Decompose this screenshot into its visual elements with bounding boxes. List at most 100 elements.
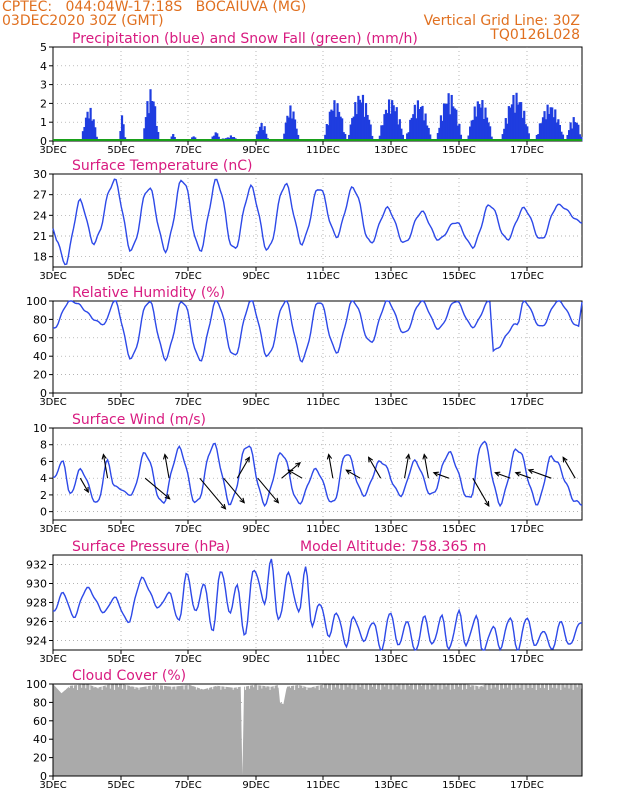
panel-frame-top xyxy=(52,683,583,777)
precip-bar xyxy=(561,134,565,141)
precip-bar xyxy=(292,111,295,141)
precip-bar xyxy=(327,125,330,141)
precip-bar xyxy=(401,134,404,141)
x-tick-label: 13DEC xyxy=(374,397,408,408)
precip-bar xyxy=(324,134,327,141)
precip-bar xyxy=(473,106,476,141)
y-tick-label: 40 xyxy=(33,350,47,363)
wind-arrow xyxy=(102,454,109,479)
precip-bar xyxy=(260,122,263,141)
x-tick-label: 11DEC xyxy=(306,145,340,156)
series-line-3 xyxy=(52,440,583,508)
panel-title: Surface Pressure (hPa) xyxy=(72,539,230,555)
precip-bar xyxy=(394,111,397,141)
y-tick-label: 60 xyxy=(33,715,47,728)
y-tick-label: 40 xyxy=(33,733,47,746)
wind-arrow-head xyxy=(244,456,250,463)
precip-bar xyxy=(120,115,124,141)
wind-arrow xyxy=(495,472,511,479)
y-tick-label: 0 xyxy=(40,506,47,519)
precip-bar xyxy=(173,136,176,141)
x-tick-label: 9DEC xyxy=(242,654,269,665)
precip-bar xyxy=(469,126,472,141)
precip-bar xyxy=(147,113,151,141)
precip-bar xyxy=(342,132,345,141)
precip-bar xyxy=(578,134,581,141)
precip-bar xyxy=(540,123,543,141)
precip-bar xyxy=(422,120,426,141)
panel-frame-0 xyxy=(52,46,583,142)
precip-bar xyxy=(349,124,352,141)
y-tick-label: 18 xyxy=(33,251,47,264)
precip-bar xyxy=(412,114,415,141)
x-tick-label: 9DEC xyxy=(242,524,269,535)
wind-arrow-head xyxy=(162,453,169,460)
precip-bar xyxy=(380,125,383,141)
wind-arrow-head xyxy=(368,456,374,463)
precip-bar xyxy=(566,134,569,141)
precip-bar xyxy=(478,104,481,141)
wind-arrow xyxy=(472,477,490,507)
y-tick-label: 20 xyxy=(33,752,47,765)
precip-bar xyxy=(543,111,546,141)
precip-bar xyxy=(554,109,557,141)
y-tick-label: 0 xyxy=(40,770,47,783)
x-tick-label: 9DEC xyxy=(242,780,269,791)
precip-bar xyxy=(476,101,479,141)
forecast-date: 03DEC2020 30Z (GMT) xyxy=(2,13,164,29)
precip-bar xyxy=(152,101,155,141)
precip-bar xyxy=(397,124,400,141)
precip-bar xyxy=(568,130,571,141)
x-tick-label: 3DEC xyxy=(39,524,66,535)
precip-bar xyxy=(558,125,561,141)
precip-bar xyxy=(122,124,125,141)
y-tick-label: 8 xyxy=(40,439,47,452)
precip-bar xyxy=(262,130,265,141)
precip-bar xyxy=(378,135,381,141)
precip-bar xyxy=(155,125,158,141)
precip-bar xyxy=(339,116,342,141)
x-tick-label: 15DEC xyxy=(442,145,476,156)
precip-bar xyxy=(421,105,424,141)
precip-bar xyxy=(330,109,333,141)
wind-arrow-head xyxy=(295,461,302,468)
precip-bar xyxy=(358,99,361,141)
wind-arrow-head xyxy=(422,453,428,460)
precip-bar xyxy=(150,101,154,141)
x-tick-label: 15DEC xyxy=(442,271,476,282)
model-id: TQ0126L028 xyxy=(490,27,580,43)
precip-bar xyxy=(487,122,490,141)
y-tick-label: 5 xyxy=(40,41,47,54)
y-tick-label: 4 xyxy=(40,472,47,485)
precip-bar xyxy=(436,133,439,141)
precip-bar xyxy=(535,134,538,141)
precip-bar xyxy=(352,116,355,141)
precip-bar xyxy=(86,111,89,141)
precip-bar xyxy=(515,92,518,141)
precip-bar xyxy=(383,114,386,141)
precip-bar xyxy=(538,123,542,141)
precip-bar xyxy=(485,117,489,141)
precip-bar xyxy=(263,126,266,141)
station-title: CPTEC: 044:04W-17:18S BOCAIUVA (MG) xyxy=(2,0,307,15)
precip-bar xyxy=(484,107,487,141)
precip-bar xyxy=(551,107,554,141)
x-tick-label: 17DEC xyxy=(510,397,544,408)
precip-bar xyxy=(444,104,447,141)
precip-bar xyxy=(512,94,515,141)
precip-bar xyxy=(574,122,577,141)
precip-bar xyxy=(211,136,214,141)
precip-bar xyxy=(341,118,344,141)
wind-arrow xyxy=(528,469,552,479)
precip-bar xyxy=(552,117,555,141)
precip-bar xyxy=(170,136,173,141)
precip-bar xyxy=(526,126,529,141)
precip-bar xyxy=(334,116,338,141)
precip-bar xyxy=(549,107,552,141)
precip-bar xyxy=(439,115,443,141)
series-line-4 xyxy=(52,558,583,652)
precip-bar xyxy=(258,126,262,141)
precip-bar xyxy=(92,119,95,141)
precip-bar xyxy=(364,103,368,141)
wind-arrow-head xyxy=(514,471,521,477)
